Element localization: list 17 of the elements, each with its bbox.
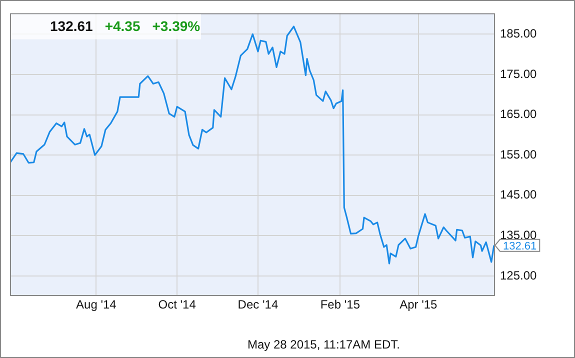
annotation: +4.35 xyxy=(104,18,140,34)
annotation: 132.61 xyxy=(503,240,537,252)
text: May 28 2015, 11:17AM EDT. xyxy=(247,337,400,352)
y-tick-label: 125.00 xyxy=(500,268,538,282)
annotation: 132.61 xyxy=(50,18,94,34)
y-tick-label: 135.00 xyxy=(500,228,538,242)
x-tick-label: Aug '14 xyxy=(76,298,117,312)
x-tick-label: Apr '15 xyxy=(400,298,438,312)
y-tick-label: 165.00 xyxy=(500,107,538,122)
x-tick-label: Feb '15 xyxy=(320,298,360,312)
x-tick-label: Oct '14 xyxy=(158,298,196,312)
y-tick-label: 155.00 xyxy=(500,147,538,162)
y-tick-label: 175.00 xyxy=(500,66,538,81)
y-tick-label: 145.00 xyxy=(500,188,538,202)
annotation: +3.39% xyxy=(152,18,201,34)
y-tick-label: 185.00 xyxy=(500,26,538,40)
x-tick-label: Dec '14 xyxy=(238,298,278,312)
